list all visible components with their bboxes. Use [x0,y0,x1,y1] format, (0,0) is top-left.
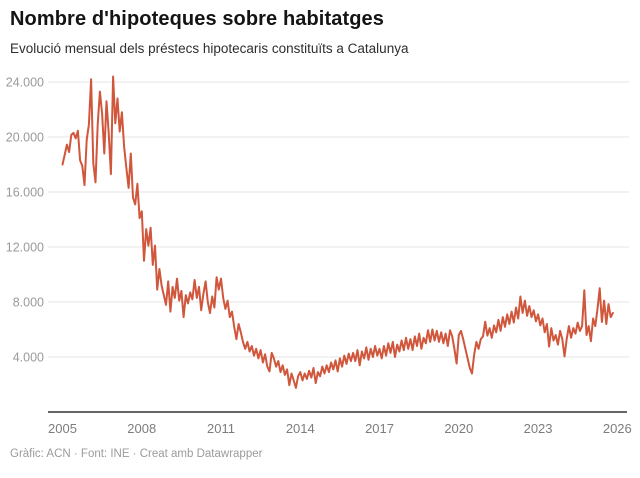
y-axis-tick-label: 16.000 [6,186,44,200]
x-axis-tick-label: 2026 [603,421,632,436]
x-axis-tick-label: 2023 [524,421,553,436]
x-axis-tick-label: 2011 [207,421,235,436]
x-axis-tick-label: 2014 [286,421,315,436]
y-axis-tick-label: 12.000 [6,241,44,255]
y-axis-tick-label: 4.000 [13,351,44,365]
y-axis-tick-label: 24.000 [6,76,44,90]
x-axis-tick-label: 2008 [127,421,156,436]
y-axis-tick-label: 20.000 [6,131,44,145]
x-axis-tick-label: 2020 [444,421,473,436]
chart-byline: Gràfic: ACN · Font: INE · Creat amb Data… [10,448,263,460]
chart-title: Nombre d'hipoteques sobre habitatges [10,8,384,30]
x-axis-tick-label: 2017 [365,421,394,436]
series-line [61,75,614,389]
y-axis-tick-label: 8.000 [13,296,44,310]
chart-subtitle: Evolució mensual dels préstecs hipotecar… [10,41,409,56]
x-axis-tick-label: 2005 [48,421,77,436]
